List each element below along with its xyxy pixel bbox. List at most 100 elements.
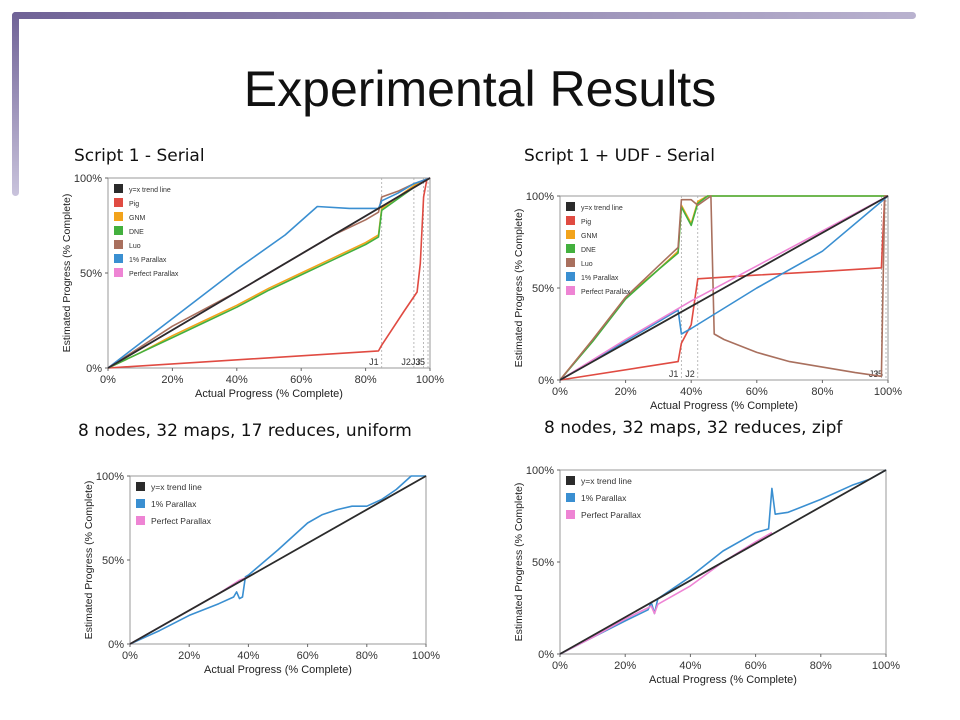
legend-label-perfect-parallax: Perfect Parallax: [129, 271, 179, 278]
y-axis-label: Estimated Progress (% Complete): [83, 481, 95, 640]
legend-label-y-x-trend-line: y=x trend line: [129, 187, 171, 194]
caption-bottom-right: 8 nodes, 32 maps, 32 reduces, zipf: [544, 418, 843, 438]
job-marker-label: J1: [369, 357, 379, 367]
x-tick-label: 0%: [552, 660, 568, 672]
legend-swatch-pig: [566, 216, 575, 225]
y-tick-label: 0%: [538, 375, 554, 387]
job-marker-label: J3: [869, 369, 879, 379]
y-tick-label: 50%: [102, 555, 124, 567]
x-tick-label: 60%: [745, 660, 767, 672]
legend-label-perfect-parallax: Perfect Parallax: [581, 289, 631, 296]
legend-swatch-luo: [566, 258, 575, 267]
caption-top-left: Script 1 - Serial: [74, 146, 205, 166]
y-tick-label: 50%: [532, 557, 554, 569]
x-tick-label: 100%: [874, 386, 902, 398]
x-tick-label: 40%: [679, 660, 701, 672]
legend-swatch-perfect-parallax: [566, 286, 575, 295]
legend-swatch-gnm: [114, 212, 123, 221]
x-tick-label: 0%: [552, 386, 568, 398]
legend-swatch-1-parallax: [566, 493, 575, 502]
job-marker-label: J2: [401, 357, 411, 367]
legend-swatch-1-parallax: [566, 272, 575, 281]
job-marker-label: J3: [411, 357, 421, 367]
series-line-1-parallax: [129, 475, 426, 645]
caption-bottom-left: 8 nodes, 32 maps, 17 reduces, uniform: [78, 421, 412, 441]
series-line-1-parallax: [107, 177, 431, 369]
x-tick-label: 0%: [100, 374, 116, 386]
legend-label-perfect-parallax: Perfect Parallax: [581, 510, 642, 520]
series-line-pig: [107, 177, 431, 369]
x-axis-label: Actual Progress (% Complete): [650, 400, 798, 412]
legend-label-pig: Pig: [129, 201, 139, 208]
chart-8-nodes-zipf: 0% 50% 100% 0% 20% 40% 60% 80% 100% Actual Progre…: [513, 465, 900, 686]
y-tick-label: 0%: [86, 363, 102, 375]
legend-swatch-perfect-parallax: [136, 516, 145, 525]
legend-label-y-x-trend-line: y=x trend line: [581, 476, 632, 486]
job-marker-label: J1: [669, 369, 679, 379]
legend-label-luo: Luo: [581, 261, 593, 268]
x-axis-label: Actual Progress (% Complete): [195, 388, 343, 400]
y-tick-label: 100%: [526, 191, 554, 203]
title-accent-bar: [12, 12, 916, 19]
x-tick-label: 20%: [614, 660, 636, 672]
x-tick-label: 80%: [810, 660, 832, 672]
legend-label-1-parallax: 1% Parallax: [581, 275, 619, 282]
series-line-y-x-trend-line: [559, 195, 889, 381]
x-axis-label: Actual Progress (% Complete): [204, 664, 352, 676]
series-line-y-x-trend-line: [107, 177, 431, 369]
legend-swatch-pig: [114, 198, 123, 207]
y-tick-label: 50%: [80, 268, 102, 280]
legend-swatch-1-parallax: [136, 499, 145, 508]
side-accent-bar: [12, 12, 19, 196]
legend-label-1-parallax: 1% Parallax: [581, 493, 627, 503]
x-tick-label: 40%: [226, 374, 248, 386]
x-tick-label: 60%: [290, 374, 312, 386]
y-axis-label: Estimated Progress (% Complete): [513, 209, 525, 368]
legend-label-dne: DNE: [129, 229, 144, 236]
x-tick-label: 80%: [355, 374, 377, 386]
series-line-perfect-parallax: [559, 195, 889, 381]
legend-label-perfect-parallax: Perfect Parallax: [151, 516, 212, 526]
series-line-y-x-trend-line: [559, 469, 887, 655]
x-tick-label: 100%: [416, 374, 444, 386]
y-axis-label: Estimated Progress (% Complete): [61, 194, 73, 353]
x-tick-label: 0%: [122, 650, 138, 662]
caption-top-right: Script 1 + UDF - Serial: [524, 146, 715, 166]
y-tick-label: 100%: [526, 465, 554, 477]
legend-swatch-luo: [114, 240, 123, 249]
legend-label-y-x-trend-line: y=x trend line: [151, 482, 202, 492]
x-tick-label: 20%: [615, 386, 637, 398]
legend-label-pig: Pig: [581, 219, 591, 226]
series-line-1-parallax: [559, 469, 887, 655]
y-tick-label: 0%: [108, 639, 124, 651]
legend-label-1-parallax: 1% Parallax: [129, 257, 167, 264]
legend-swatch-y-x-trend-line: [566, 202, 575, 211]
legend-swatch-y-x-trend-line: [136, 482, 145, 491]
series-line-dne: [107, 177, 431, 369]
job-marker-label: J5: [415, 357, 425, 367]
legend-swatch-perfect-parallax: [114, 268, 123, 277]
x-tick-label: 100%: [412, 650, 440, 662]
x-tick-label: 100%: [872, 660, 900, 672]
x-tick-label: 80%: [811, 386, 833, 398]
legend-label-gnm: GNM: [129, 215, 146, 222]
y-axis-label: Estimated Progress (% Complete): [513, 483, 525, 642]
y-tick-label: 0%: [538, 649, 554, 661]
series-line-y-x-trend-line: [129, 475, 427, 645]
x-axis-label: Actual Progress (% Complete): [649, 674, 797, 686]
legend-swatch-dne: [114, 226, 123, 235]
x-tick-label: 60%: [297, 650, 319, 662]
legend-label-1-parallax: 1% Parallax: [151, 499, 197, 509]
x-tick-label: 60%: [746, 386, 768, 398]
series-line-pig: [559, 195, 888, 381]
legend-label-gnm: GNM: [581, 233, 598, 240]
job-marker-label: J2: [685, 369, 695, 379]
y-tick-label: 100%: [74, 173, 102, 185]
x-tick-label: 20%: [178, 650, 200, 662]
x-tick-label: 40%: [680, 386, 702, 398]
x-tick-label: 40%: [237, 650, 259, 662]
legend-label-dne: DNE: [581, 247, 596, 254]
legend-swatch-y-x-trend-line: [114, 184, 123, 193]
